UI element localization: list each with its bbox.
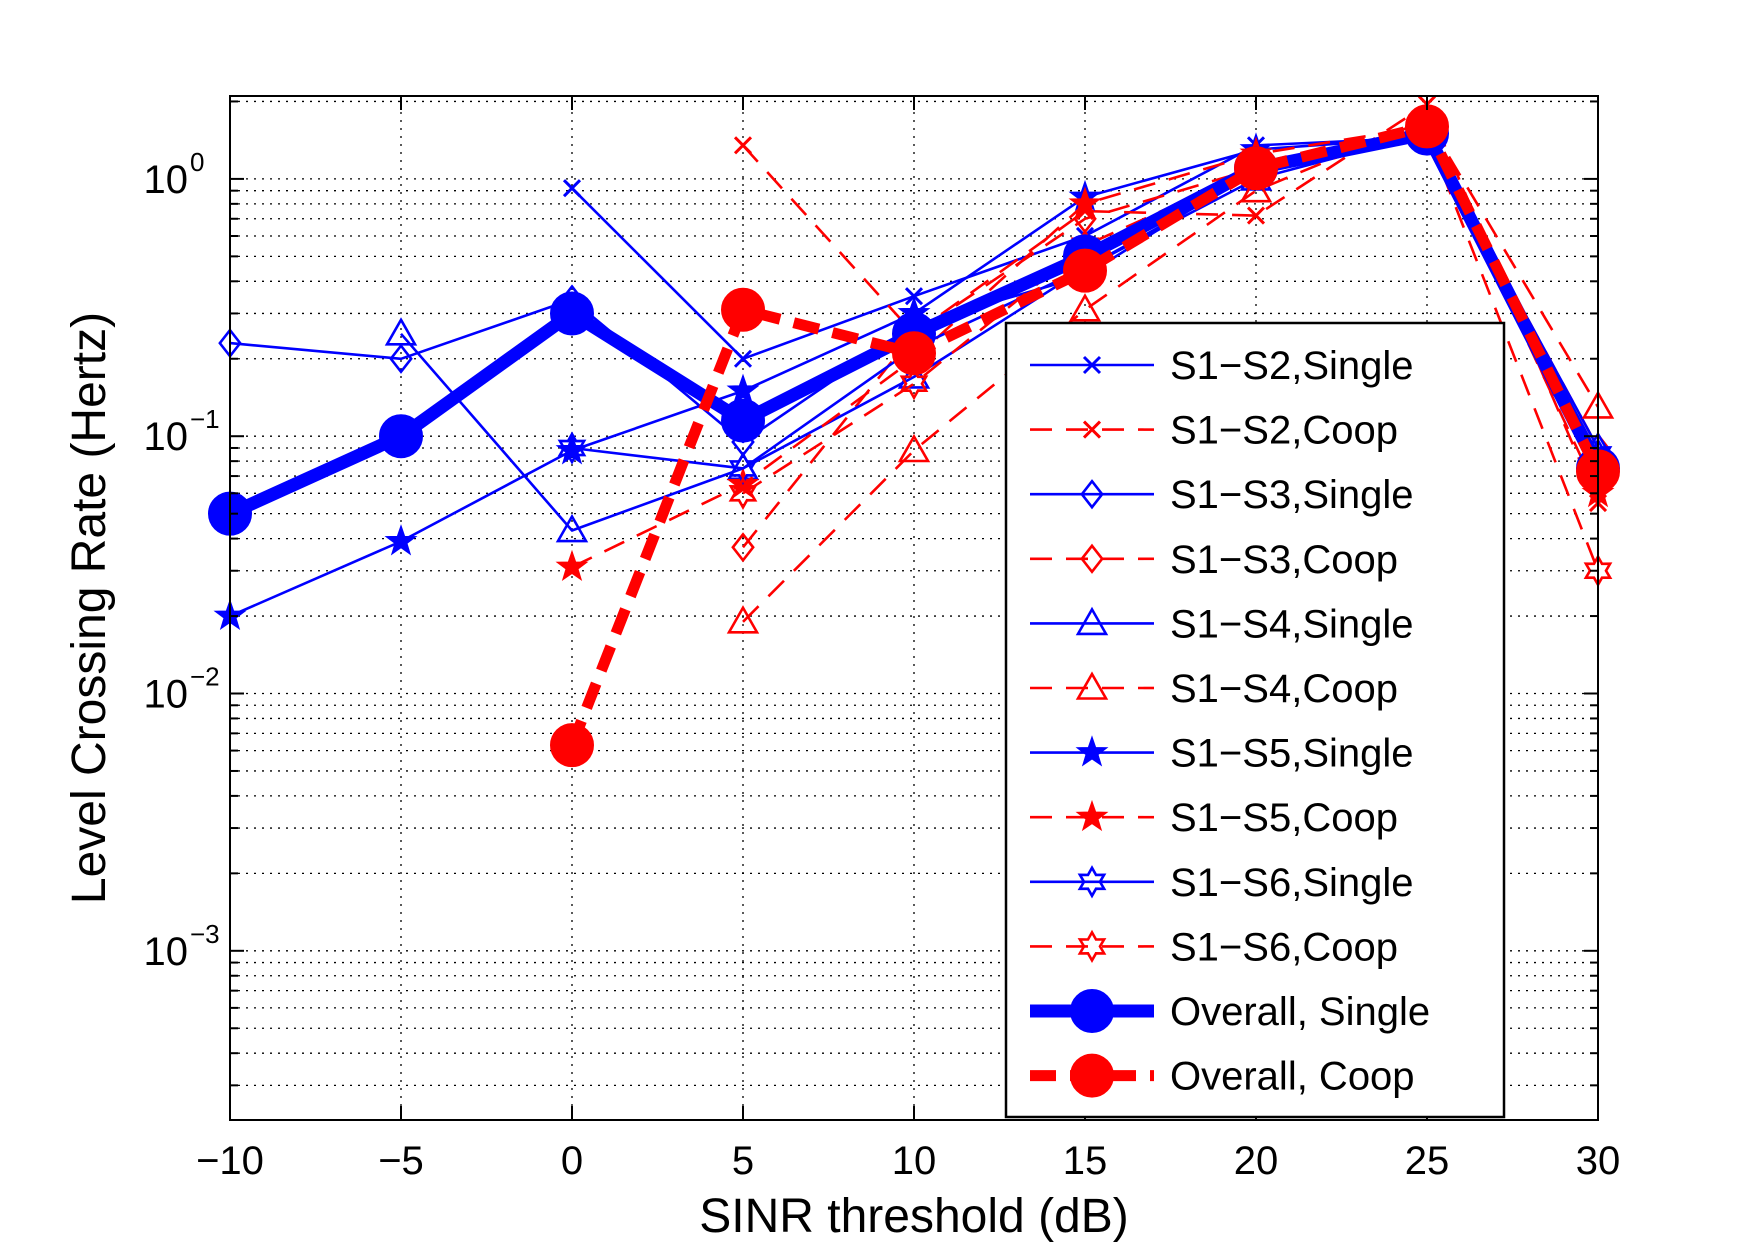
- marker-star: [1068, 186, 1102, 218]
- y-axis-label: Level Crossing Rate (Hertz): [63, 312, 116, 904]
- legend-entry: S1−S4,Single: [1030, 602, 1414, 646]
- x-tick-label: −5: [378, 1139, 424, 1183]
- x-tick-label: 15: [1063, 1139, 1108, 1183]
- marker-hexagram: [899, 367, 929, 401]
- marker-triangle: [1075, 671, 1109, 700]
- marker-triangle: [1068, 293, 1102, 322]
- legend-label: Overall, Coop: [1170, 1055, 1415, 1099]
- marker-x: [733, 349, 753, 368]
- marker-x: [733, 136, 753, 155]
- marker-circle: [550, 723, 594, 768]
- marker-diamond: [389, 343, 413, 374]
- marker-diamond: [1080, 543, 1104, 574]
- legend: S1−S2,Single S1−S2,Coop S1−S3,Single S1−S3,…: [1004, 321, 1506, 1119]
- legend-label: S1−S2,Coop: [1170, 409, 1398, 453]
- legend-box: [1004, 321, 1506, 1119]
- legend-entry: S1−S2,Coop: [1030, 409, 1398, 453]
- marker-star: [384, 524, 418, 556]
- marker-x: [1082, 420, 1102, 439]
- x-tick-label: 10: [892, 1139, 937, 1183]
- marker-diamond: [731, 532, 755, 563]
- legend-entry: S1−S3,Coop: [1030, 538, 1398, 582]
- marker-circle: [1063, 248, 1107, 293]
- legend-label: S1−S5,Coop: [1170, 796, 1398, 840]
- marker-triangle: [384, 317, 418, 346]
- legend-entry: S1−S5,Coop: [1030, 796, 1398, 840]
- marker-triangle: [726, 605, 760, 634]
- y-tick-label: 10: [144, 158, 189, 202]
- marker-circle: [721, 287, 765, 332]
- series-line: [742, 118, 1600, 623]
- marker-x: [1246, 206, 1266, 225]
- marker-circle: [721, 398, 765, 443]
- y-tick-exponent: −3: [190, 919, 220, 949]
- marker-triangle: [897, 433, 931, 463]
- marker-circle: [1405, 104, 1449, 149]
- marker-star: [726, 373, 760, 405]
- legend-entry: S1−S6,Coop: [1030, 925, 1398, 969]
- x-tick-label: 25: [1405, 1139, 1450, 1183]
- plot-series: [208, 95, 1620, 768]
- marker-circle: [892, 331, 936, 376]
- marker-circle: [1070, 1053, 1114, 1098]
- marker-star: [1075, 735, 1109, 767]
- x-tick-label: 0: [561, 1139, 583, 1183]
- marker-x: [1082, 355, 1102, 375]
- x-tick-label: −10: [196, 1139, 264, 1183]
- marker-star: [555, 549, 589, 582]
- marker-circle: [550, 291, 594, 336]
- y-tick-label: 10: [144, 673, 189, 717]
- legend-label: S1−S4,Single: [1170, 602, 1414, 646]
- x-tick-label: 30: [1576, 1139, 1621, 1183]
- legend-label: S1−S3,Single: [1170, 473, 1414, 517]
- marker-hexagram: [1077, 865, 1107, 899]
- marker-diamond: [1080, 479, 1104, 510]
- y-tick-label: 10: [144, 415, 189, 459]
- marker-circle: [1070, 989, 1114, 1033]
- legend-entry: S1−S6,Single: [1030, 861, 1414, 905]
- marker-circle: [379, 414, 423, 459]
- y-tick-exponent: 0: [190, 147, 204, 177]
- legend-label: S1−S2,Single: [1170, 344, 1414, 388]
- y-tick-exponent: −2: [190, 662, 220, 692]
- marker-hexagram: [1077, 929, 1107, 964]
- x-tick-label: 20: [1234, 1139, 1279, 1183]
- legend-label: Overall, Single: [1170, 990, 1430, 1034]
- marker-hexagram: [728, 451, 758, 486]
- marker-hexagram: [728, 476, 758, 510]
- marker-triangle: [555, 513, 589, 543]
- marker-star: [1075, 799, 1109, 832]
- marker-hexagram: [557, 431, 587, 465]
- legend-entry: S1−S2,Single: [1030, 344, 1414, 388]
- x-tick-label: 5: [732, 1139, 754, 1183]
- marker-triangle: [897, 360, 931, 389]
- y-tick-label: 10: [144, 930, 189, 974]
- legend-label: S1−S4,Coop: [1170, 667, 1398, 711]
- series-s1-s4-coop: [726, 102, 1615, 634]
- x-axis-label: SINR threshold (dB): [699, 1190, 1129, 1243]
- legend-entry: S1−S4,Coop: [1030, 667, 1398, 711]
- legend-label: S1−S5,Single: [1170, 732, 1414, 776]
- y-tick-exponent: −1: [190, 404, 220, 434]
- marker-triangle: [1075, 606, 1109, 636]
- legend-label: S1−S6,Single: [1170, 861, 1414, 905]
- marker-circle: [1234, 146, 1278, 191]
- legend-label: S1−S6,Coop: [1170, 925, 1398, 969]
- legend-label: S1−S3,Coop: [1170, 538, 1398, 582]
- legend-entry: S1−S5,Single: [1030, 732, 1414, 776]
- legend-entry: Overall, Single: [1030, 989, 1430, 1034]
- legend-entry: S1−S3,Single: [1030, 473, 1414, 517]
- marker-x: [562, 179, 582, 198]
- legend-entry: Overall, Coop: [1030, 1053, 1415, 1099]
